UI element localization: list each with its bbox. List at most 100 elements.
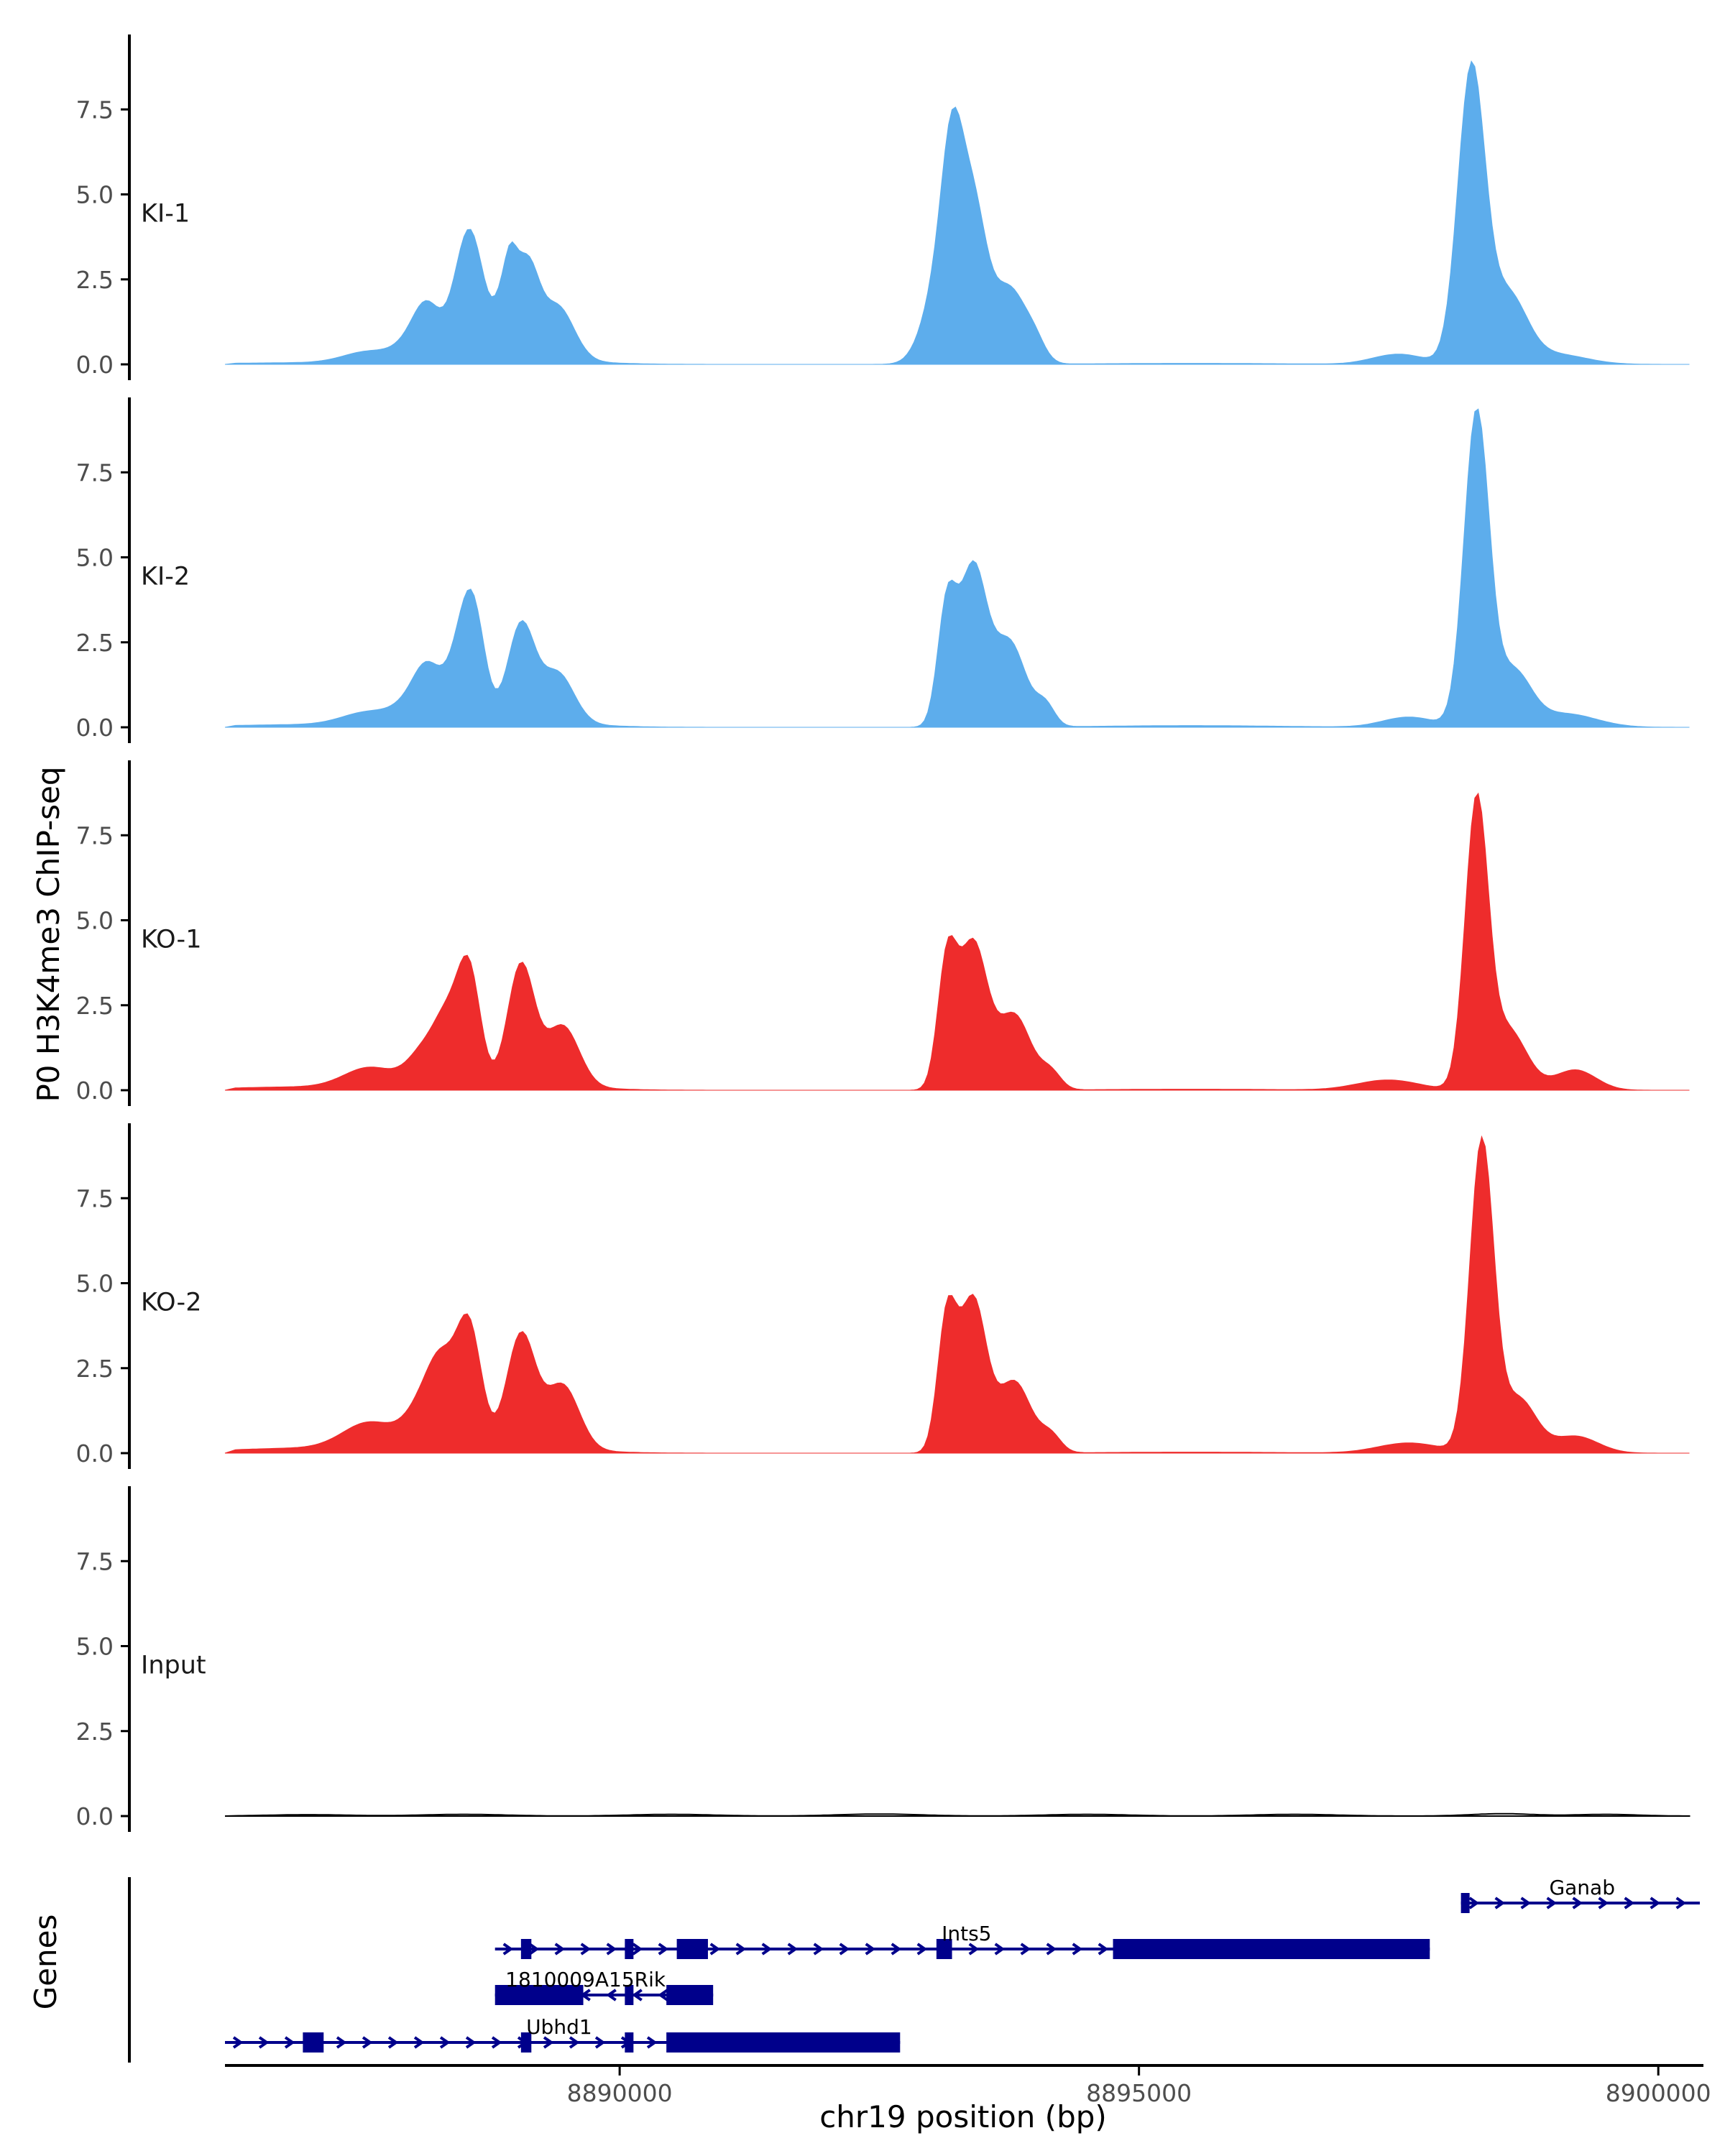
- strand-arrow: [632, 1989, 643, 2001]
- strand-arrow: [606, 1943, 617, 1955]
- x-tick-label: 8890000: [567, 2079, 673, 2107]
- coverage-area: [224, 1135, 1690, 1454]
- gene-exon: [494, 1985, 584, 2005]
- y-tick-label: 7.5: [76, 1547, 114, 1575]
- strand-arrow: [502, 1943, 514, 1955]
- track-label: Input: [141, 1651, 206, 1680]
- y-tick-label: 5.0: [76, 907, 114, 935]
- coverage-area: [224, 792, 1690, 1091]
- y-tick-label: 5.0: [76, 544, 114, 572]
- y-tick-label: 2.5: [76, 629, 114, 657]
- strand-arrow: [658, 1943, 669, 1955]
- strand-arrow: [594, 2036, 606, 2049]
- gene-exon: [520, 1939, 532, 1959]
- gene-label: Ints5: [942, 1922, 991, 1945]
- strand-arrow: [580, 1943, 592, 1955]
- track-ko-2: 0.0 2.5 5.0 7.5 KO-2: [76, 1123, 1690, 1469]
- strand-arrow: [1624, 1897, 1635, 1909]
- strand-arrow: [284, 2036, 295, 2049]
- y-tick-label: 0.0: [76, 1077, 114, 1105]
- strand-arrow: [994, 1943, 1006, 1955]
- gene-1810009a15rik: 1810009A15Rik: [494, 1968, 714, 2005]
- x-tick-label: 8900000: [1606, 2079, 1711, 2107]
- gene-exon: [1460, 1893, 1470, 1913]
- y-tick-label: 0.0: [76, 714, 114, 742]
- genes-axis-title: Genes: [28, 1915, 63, 2010]
- gene-exon: [625, 1939, 634, 1959]
- x-tick-label: 8895000: [1086, 2079, 1192, 2107]
- strand-arrow: [787, 1943, 799, 1955]
- strand-arrow: [413, 2036, 425, 2049]
- y-tick-label: 0.0: [76, 1439, 114, 1468]
- strand-arrow: [1546, 1897, 1558, 1909]
- track-label: KI-2: [141, 563, 190, 591]
- x-axis-title: chr19 position (bp): [819, 2099, 1107, 2134]
- coverage-line: [224, 1812, 1690, 1817]
- gene-exon: [666, 2032, 901, 2053]
- gene-ints5: Ints5: [494, 1922, 1430, 1959]
- strand-arrow: [1098, 1943, 1109, 1955]
- y-tick-label: 2.5: [76, 266, 114, 294]
- strand-arrow: [658, 1989, 668, 2001]
- strand-arrow: [1520, 1897, 1532, 1909]
- gene-label: 1810009A15Rik: [505, 1968, 666, 1991]
- y-axis-title: P0 H3K4me3 ChIP-seq: [31, 766, 66, 1102]
- strand-arrow: [709, 1943, 721, 1955]
- gene-exon: [625, 1985, 634, 2005]
- gene-exon: [936, 1939, 952, 1959]
- strand-arrow: [865, 1943, 876, 1955]
- strand-arrow: [336, 2036, 347, 2049]
- strand-arrow: [465, 2036, 477, 2049]
- y-tick-label: 5.0: [76, 1270, 114, 1298]
- strand-arrow: [1046, 1943, 1057, 1955]
- coverage-area: [224, 408, 1690, 728]
- strand-arrow: [543, 2036, 554, 2049]
- strand-arrow: [606, 1989, 617, 2001]
- strand-arrow: [569, 2036, 580, 2049]
- gene-exon: [676, 1939, 708, 1959]
- track-ki-2: 0.0 2.5 5.0 7.5 KI-2: [76, 397, 1690, 743]
- y-tick-label: 2.5: [76, 1355, 114, 1383]
- strand-arrow: [646, 2036, 658, 2049]
- strand-arrow: [1494, 1897, 1506, 1909]
- gene-ganab: Ganab: [1460, 1876, 1700, 1913]
- strand-arrow: [387, 2036, 399, 2049]
- strand-arrow: [916, 1943, 928, 1955]
- y-tick-label: 7.5: [76, 1184, 114, 1212]
- y-tick-label: 7.5: [76, 821, 114, 849]
- gene-annotation-panel: Ganab Ints5 1810009A15Rik Ubhd1: [128, 1876, 1700, 2063]
- strand-arrow: [1675, 1897, 1687, 1909]
- track-ko-1: 0.0 2.5 5.0 7.5 KO-1: [76, 760, 1690, 1106]
- strand-arrow: [735, 1943, 747, 1955]
- strand-arrow: [1468, 1897, 1480, 1909]
- strand-arrow: [1572, 1897, 1583, 1909]
- strand-arrow: [1598, 1897, 1609, 1909]
- gene-exon: [520, 2032, 532, 2053]
- gene-exon: [1113, 1939, 1430, 1959]
- gene-label: Ganab: [1549, 1876, 1615, 1899]
- track-label: KO-2: [141, 1289, 201, 1317]
- strand-arrow: [258, 2036, 270, 2049]
- coverage-area: [224, 60, 1690, 365]
- strand-arrow: [761, 1943, 773, 1955]
- gene-ubhd1: Ubhd1: [225, 2015, 901, 2053]
- y-tick-label: 2.5: [76, 992, 114, 1020]
- y-tick-label: 7.5: [76, 459, 114, 487]
- strand-arrow: [813, 1943, 824, 1955]
- strand-arrow: [1072, 1943, 1083, 1955]
- y-tick-label: 5.0: [76, 1633, 114, 1661]
- track-ki-1: 0.0 2.5 5.0 7.5 KI-1: [76, 34, 1690, 380]
- strand-arrow: [362, 2036, 373, 2049]
- strand-arrow: [439, 2036, 451, 2049]
- track-label: KI-1: [141, 200, 190, 229]
- strand-arrow: [1650, 1897, 1661, 1909]
- strand-arrow: [632, 1943, 643, 1955]
- x-axis: 8890000 8895000 8900000: [225, 2064, 1711, 2107]
- track-label: KO-1: [141, 926, 201, 954]
- strand-arrow: [554, 1943, 566, 1955]
- strand-arrow: [891, 1943, 902, 1955]
- strand-arrow: [232, 2036, 244, 2049]
- y-tick-label: 7.5: [76, 96, 114, 124]
- y-tick-label: 5.0: [76, 181, 114, 209]
- strand-arrow: [528, 1943, 540, 1955]
